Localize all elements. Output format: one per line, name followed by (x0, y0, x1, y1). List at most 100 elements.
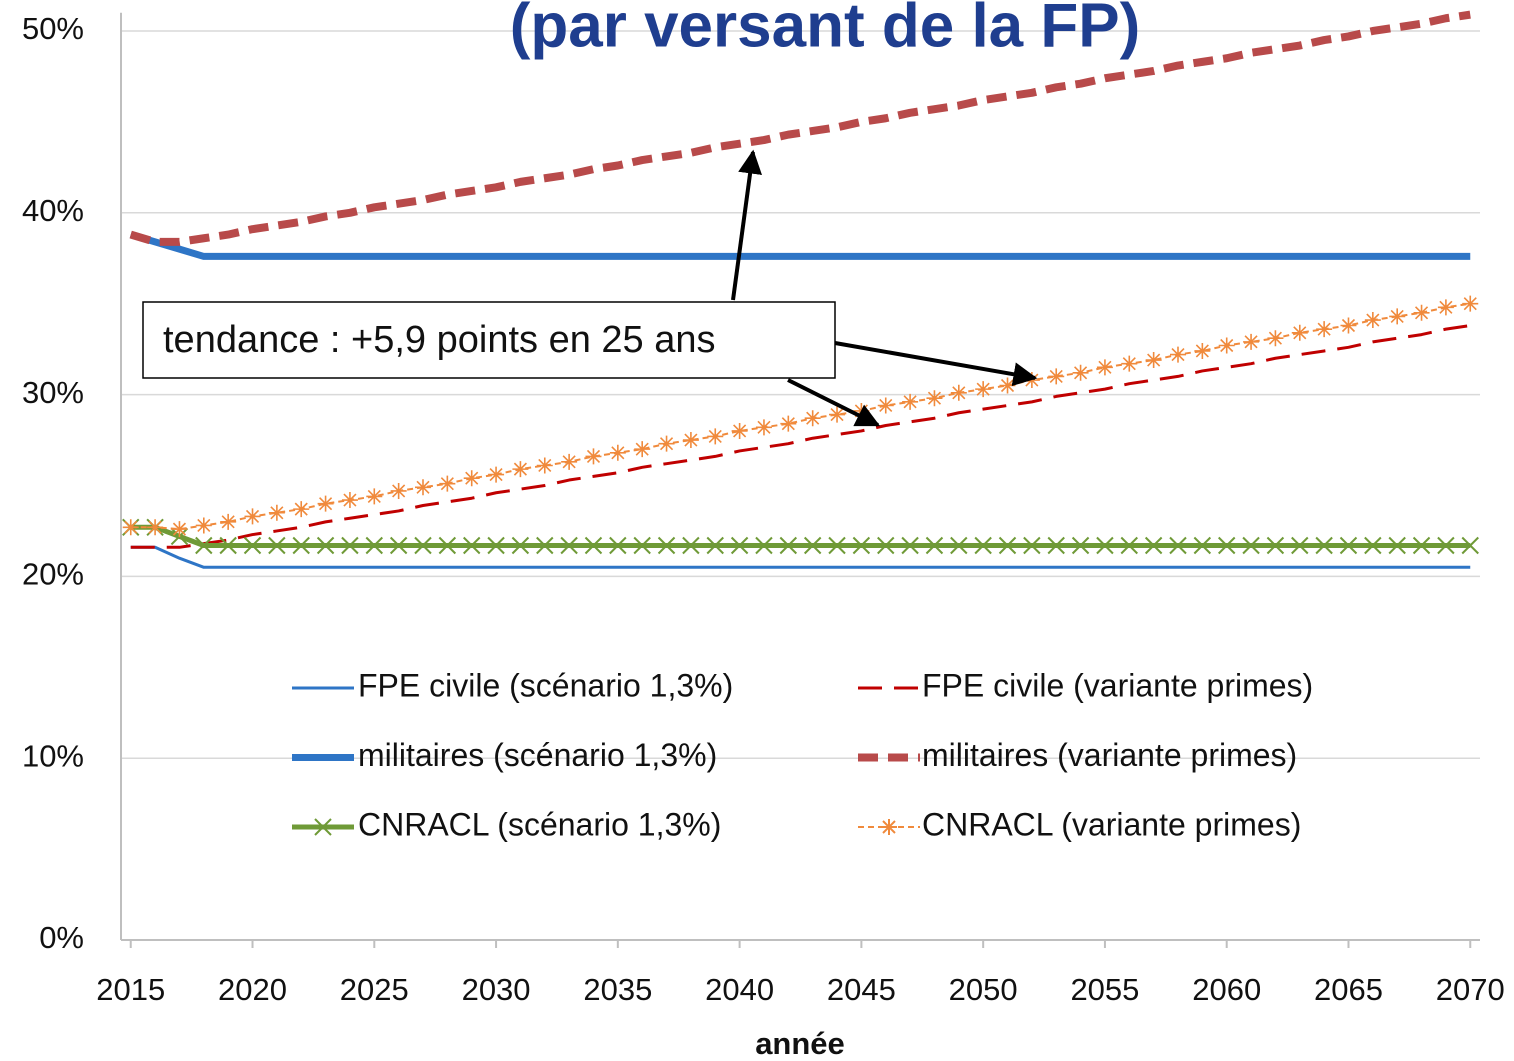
point-marker (171, 521, 188, 538)
y-tick-label: 0% (39, 920, 84, 955)
point-marker (1047, 536, 1065, 555)
point-marker (487, 536, 505, 555)
legend-label: FPE civile (variante primes) (922, 667, 1313, 703)
point-marker (220, 513, 237, 530)
point-marker (316, 536, 335, 555)
x-tick-label: 2020 (218, 972, 287, 1007)
point-marker (366, 488, 383, 505)
y-tick-label: 20% (22, 557, 84, 592)
plot-area: 0% 10% 20% 30% 40% 50% 2015 2020 2025 2030 2035 204… (22, 10, 1505, 1007)
point-marker (633, 536, 651, 555)
point-marker (998, 536, 1017, 555)
point-marker (560, 536, 578, 555)
point-marker (511, 536, 530, 555)
point-marker (1412, 536, 1431, 555)
point-marker (926, 390, 943, 407)
point-marker (585, 448, 602, 465)
point-marker (268, 536, 286, 555)
point-marker (1169, 536, 1187, 555)
x-tick-label: 2035 (583, 972, 652, 1007)
point-marker (293, 501, 310, 518)
point-marker (974, 536, 992, 555)
point-marker (829, 406, 846, 423)
x-tick-label: 2030 (462, 972, 531, 1007)
point-marker (1121, 355, 1138, 372)
point-marker (292, 536, 310, 555)
x-tick-label: 2045 (827, 972, 896, 1007)
point-marker (658, 435, 675, 452)
point-marker (243, 536, 262, 555)
point-marker (1243, 333, 1260, 350)
point-marker (803, 536, 822, 555)
point-marker (244, 508, 261, 525)
point-marker (1413, 304, 1430, 321)
point-marker (1437, 536, 1455, 555)
point-marker (268, 504, 285, 521)
point-marker (1267, 330, 1284, 347)
point-marker (439, 475, 456, 492)
legend-marker (881, 819, 897, 835)
point-marker (195, 536, 213, 555)
point-marker (488, 466, 505, 483)
x-tick-label: 2050 (949, 972, 1018, 1007)
arrow (787, 378, 881, 427)
point-marker (804, 410, 821, 427)
legend-marker (314, 818, 332, 836)
point-marker (609, 444, 626, 461)
x-tick-label: 2015 (96, 972, 165, 1007)
point-marker (950, 536, 968, 555)
y-tick-label: 30% (22, 375, 84, 410)
point-marker (1364, 312, 1381, 329)
point-marker (317, 495, 334, 512)
point-marker (341, 536, 359, 555)
point-marker (219, 536, 237, 555)
y-tick-label: 50% (22, 11, 84, 46)
point-marker (828, 536, 846, 555)
point-marker (365, 536, 383, 555)
point-marker (902, 393, 919, 410)
point-marker (414, 536, 432, 555)
chart-title: (par versant de la FP) (510, 0, 1141, 60)
point-marker (682, 432, 699, 449)
point-marker (730, 536, 749, 555)
x-axis-label: année (755, 1026, 845, 1061)
point-marker (561, 453, 578, 470)
annotation: tendance : +5,9 points en 25 ans (163, 319, 715, 361)
series-line (129, 231, 1471, 260)
point-marker (1340, 317, 1357, 334)
point-marker (877, 397, 894, 414)
point-marker (1218, 337, 1235, 354)
point-marker (1462, 295, 1479, 312)
x-tick-label: 2070 (1436, 972, 1505, 1007)
point-marker (1048, 368, 1065, 385)
point-marker (1120, 536, 1138, 555)
point-marker (925, 536, 944, 555)
point-marker (1071, 536, 1090, 555)
point-marker (1144, 536, 1163, 555)
point-marker (463, 470, 480, 487)
point-marker (682, 536, 700, 555)
point-marker (1291, 324, 1308, 341)
legend-label: FPE civile (scénario 1,3%) (358, 667, 733, 703)
point-marker (195, 517, 212, 534)
point-marker (584, 536, 603, 555)
annotation-box (142, 301, 836, 379)
point-marker (755, 419, 772, 436)
point-marker (1170, 346, 1186, 363)
point-marker (536, 536, 554, 555)
point-marker (852, 536, 871, 555)
x-tick-label: 2065 (1314, 972, 1383, 1007)
point-marker (1339, 536, 1358, 555)
point-marker (1218, 536, 1236, 555)
point-marker (1315, 536, 1333, 555)
arrow (731, 149, 762, 301)
point-marker (512, 461, 529, 478)
point-marker (731, 422, 748, 439)
point-marker (390, 482, 407, 499)
point-marker (706, 536, 724, 555)
point-marker (1072, 364, 1089, 381)
legend-label: CNRACL (scénario 1,3%) (358, 806, 721, 842)
point-marker (901, 536, 919, 555)
